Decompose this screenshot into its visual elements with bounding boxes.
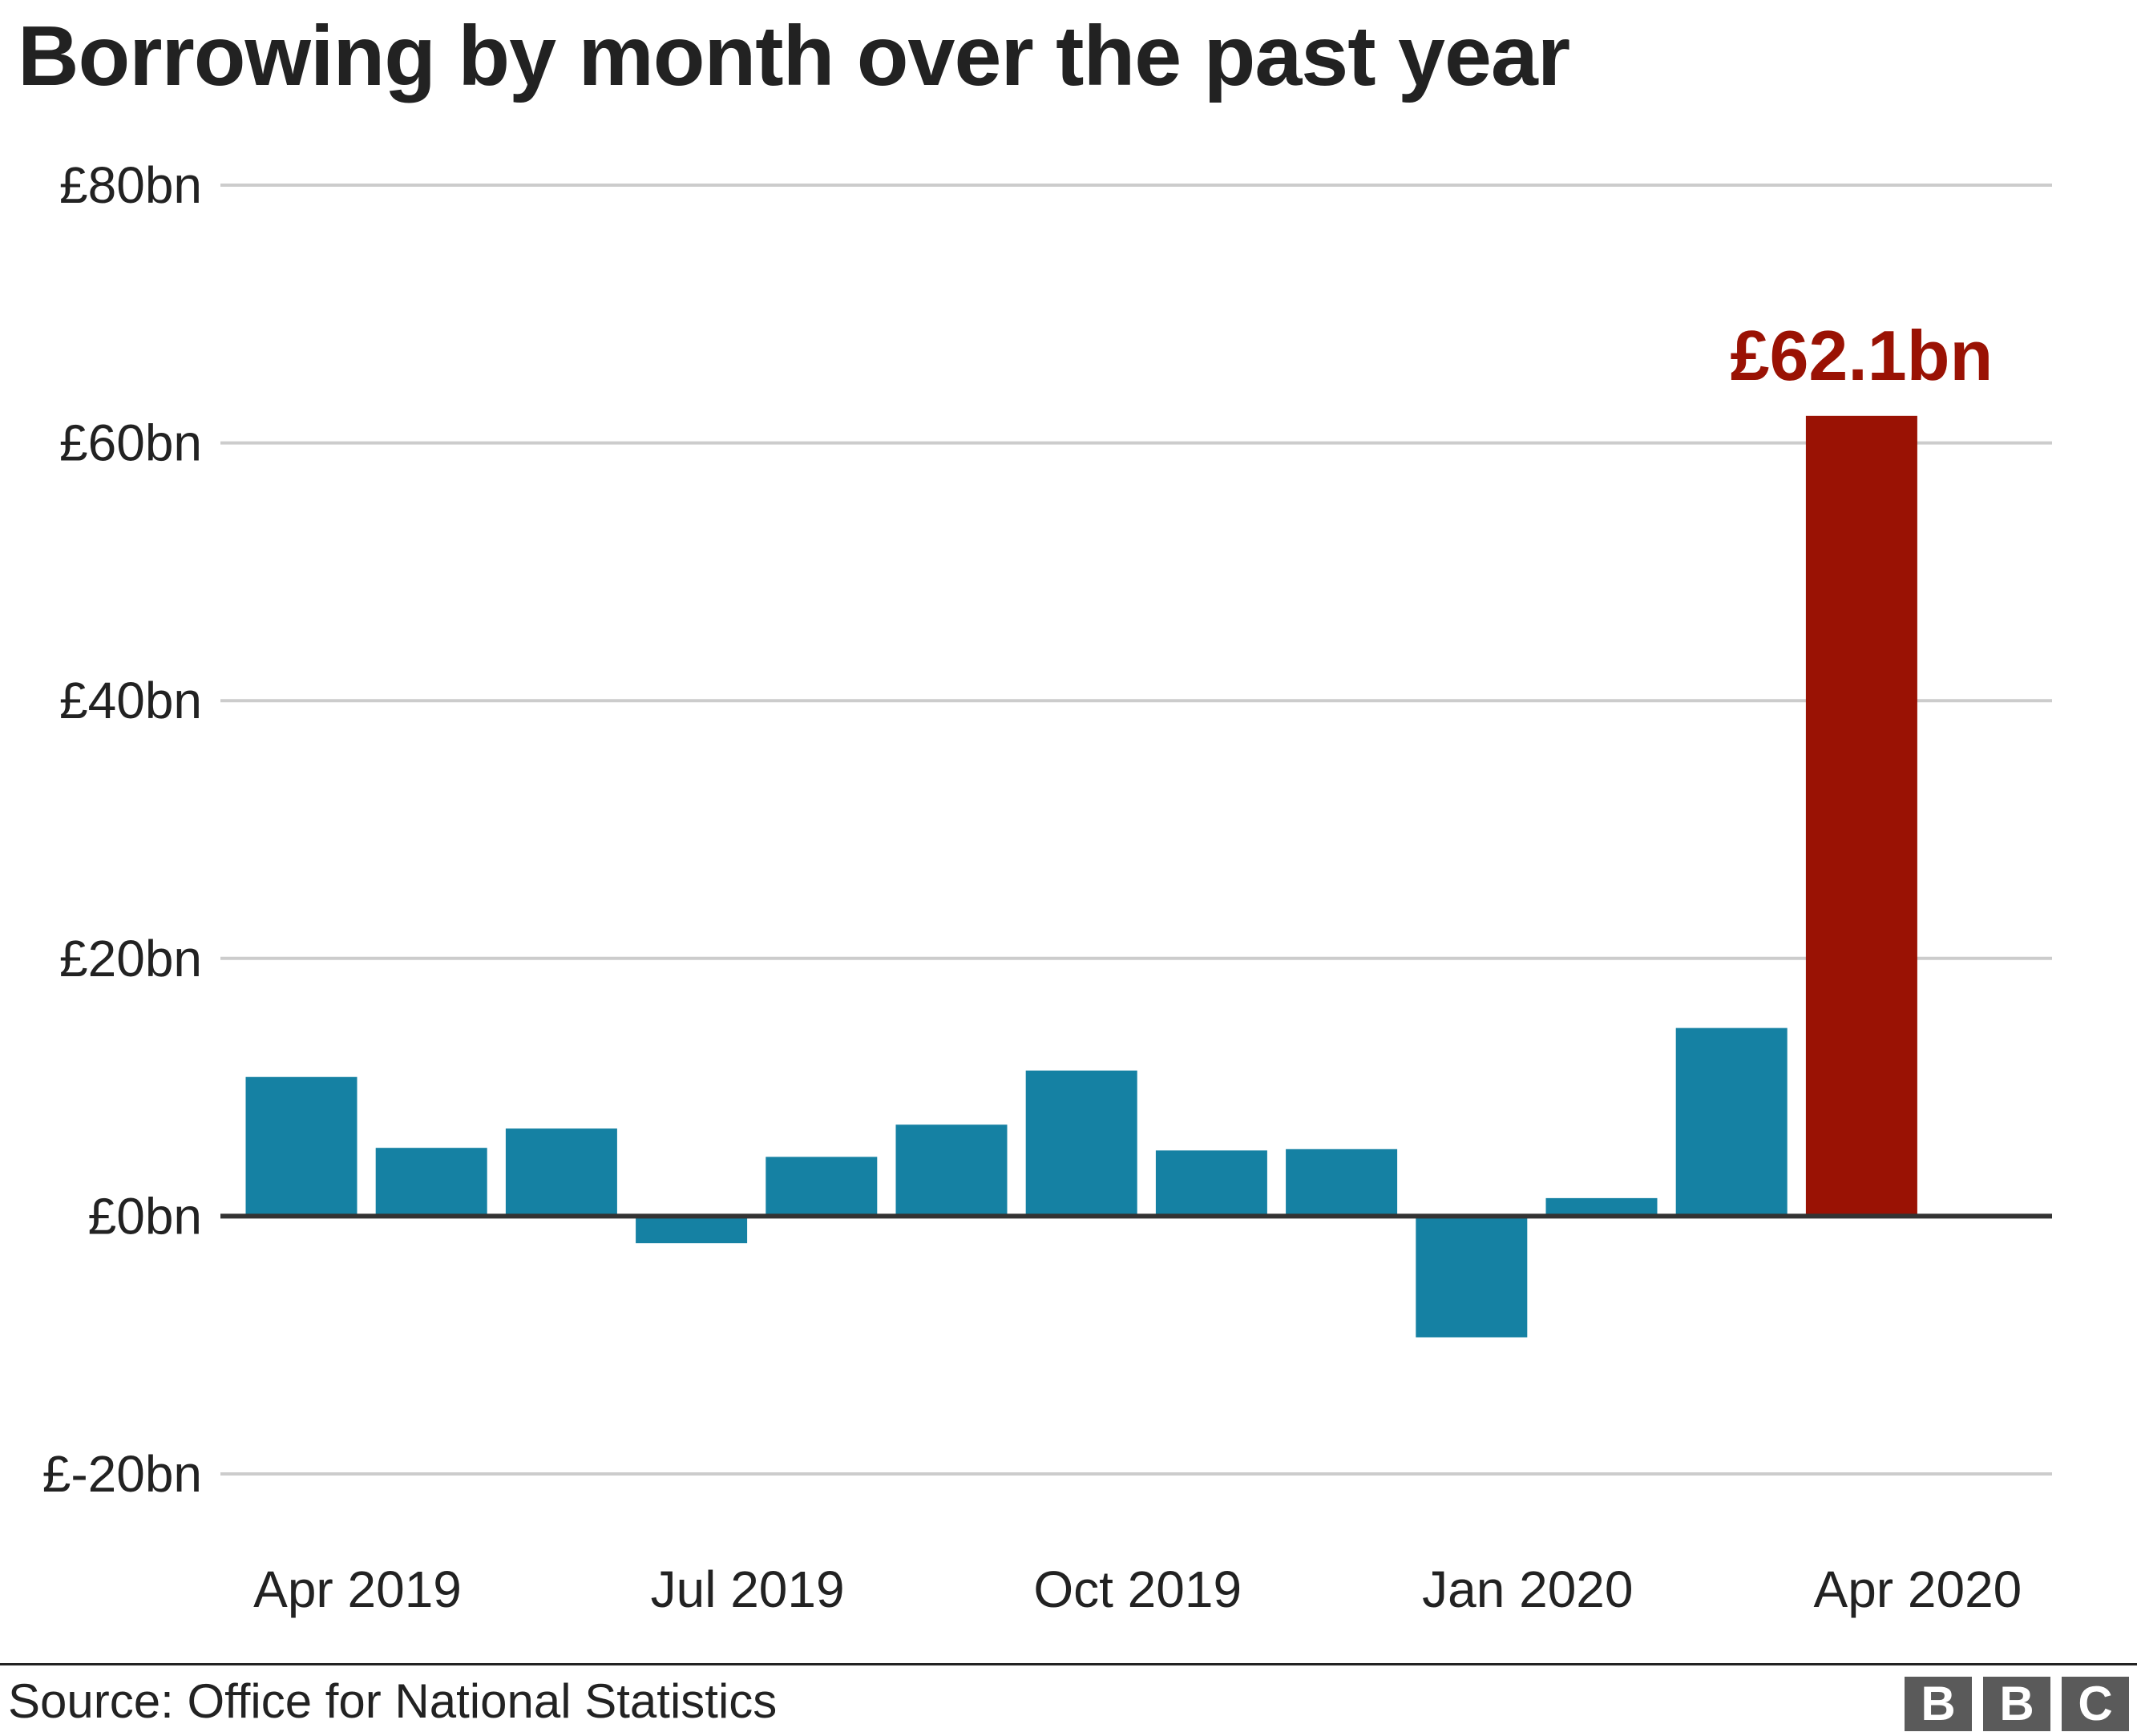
x-tick-label: Oct 2019 bbox=[1033, 1560, 1242, 1618]
source-note: Source: Office for National Statistics bbox=[8, 1674, 778, 1728]
y-tick-label: £-20bn bbox=[42, 1445, 202, 1503]
x-tick-label: Apr 2020 bbox=[1814, 1560, 2022, 1618]
y-axis-tick-labels: £80bn £60bn £40bn £20bn £0bn £-20bn bbox=[42, 156, 202, 1503]
x-tick-label: Jul 2019 bbox=[651, 1560, 845, 1618]
x-axis-tick-labels: Apr 2019 Jul 2019 Oct 2019 Jan 2020 Apr 2020 bbox=[253, 1560, 2022, 1618]
bar bbox=[895, 1124, 1008, 1217]
data-labels: £62.1bn bbox=[1731, 316, 1994, 395]
chart-title: Borrowing by month over the past year bbox=[18, 9, 1570, 103]
logo-letter-b1: B bbox=[1905, 1677, 1972, 1731]
bar bbox=[245, 1076, 358, 1217]
y-tick-label: £0bn bbox=[88, 1187, 202, 1245]
bar bbox=[1545, 1197, 1658, 1217]
gridlines bbox=[220, 184, 2052, 1476]
x-tick-label: Apr 2019 bbox=[253, 1560, 462, 1618]
x-tick-label: Jan 2020 bbox=[1422, 1560, 1633, 1618]
logo-letter-b2: B bbox=[1983, 1677, 2050, 1731]
bar bbox=[1675, 1027, 1788, 1217]
bar bbox=[766, 1157, 878, 1217]
bar bbox=[505, 1128, 617, 1217]
bbc-logo: B B C bbox=[1905, 1677, 2129, 1731]
footer-divider bbox=[0, 1663, 2137, 1665]
bars bbox=[245, 415, 1917, 1338]
y-tick-label: £20bn bbox=[59, 930, 202, 987]
highlight-value-label: £62.1bn bbox=[1731, 316, 1994, 395]
bar bbox=[1286, 1149, 1398, 1217]
bar bbox=[636, 1216, 748, 1244]
y-tick-label: £40bn bbox=[59, 672, 202, 729]
y-tick-label: £60bn bbox=[59, 414, 202, 472]
highlight-bar bbox=[1805, 415, 1917, 1217]
bar bbox=[375, 1148, 487, 1217]
bar bbox=[1155, 1150, 1267, 1217]
y-tick-label: £80bn bbox=[59, 156, 202, 214]
logo-letter-c: C bbox=[2062, 1677, 2129, 1731]
bar bbox=[1416, 1216, 1528, 1338]
bar bbox=[1025, 1070, 1137, 1217]
